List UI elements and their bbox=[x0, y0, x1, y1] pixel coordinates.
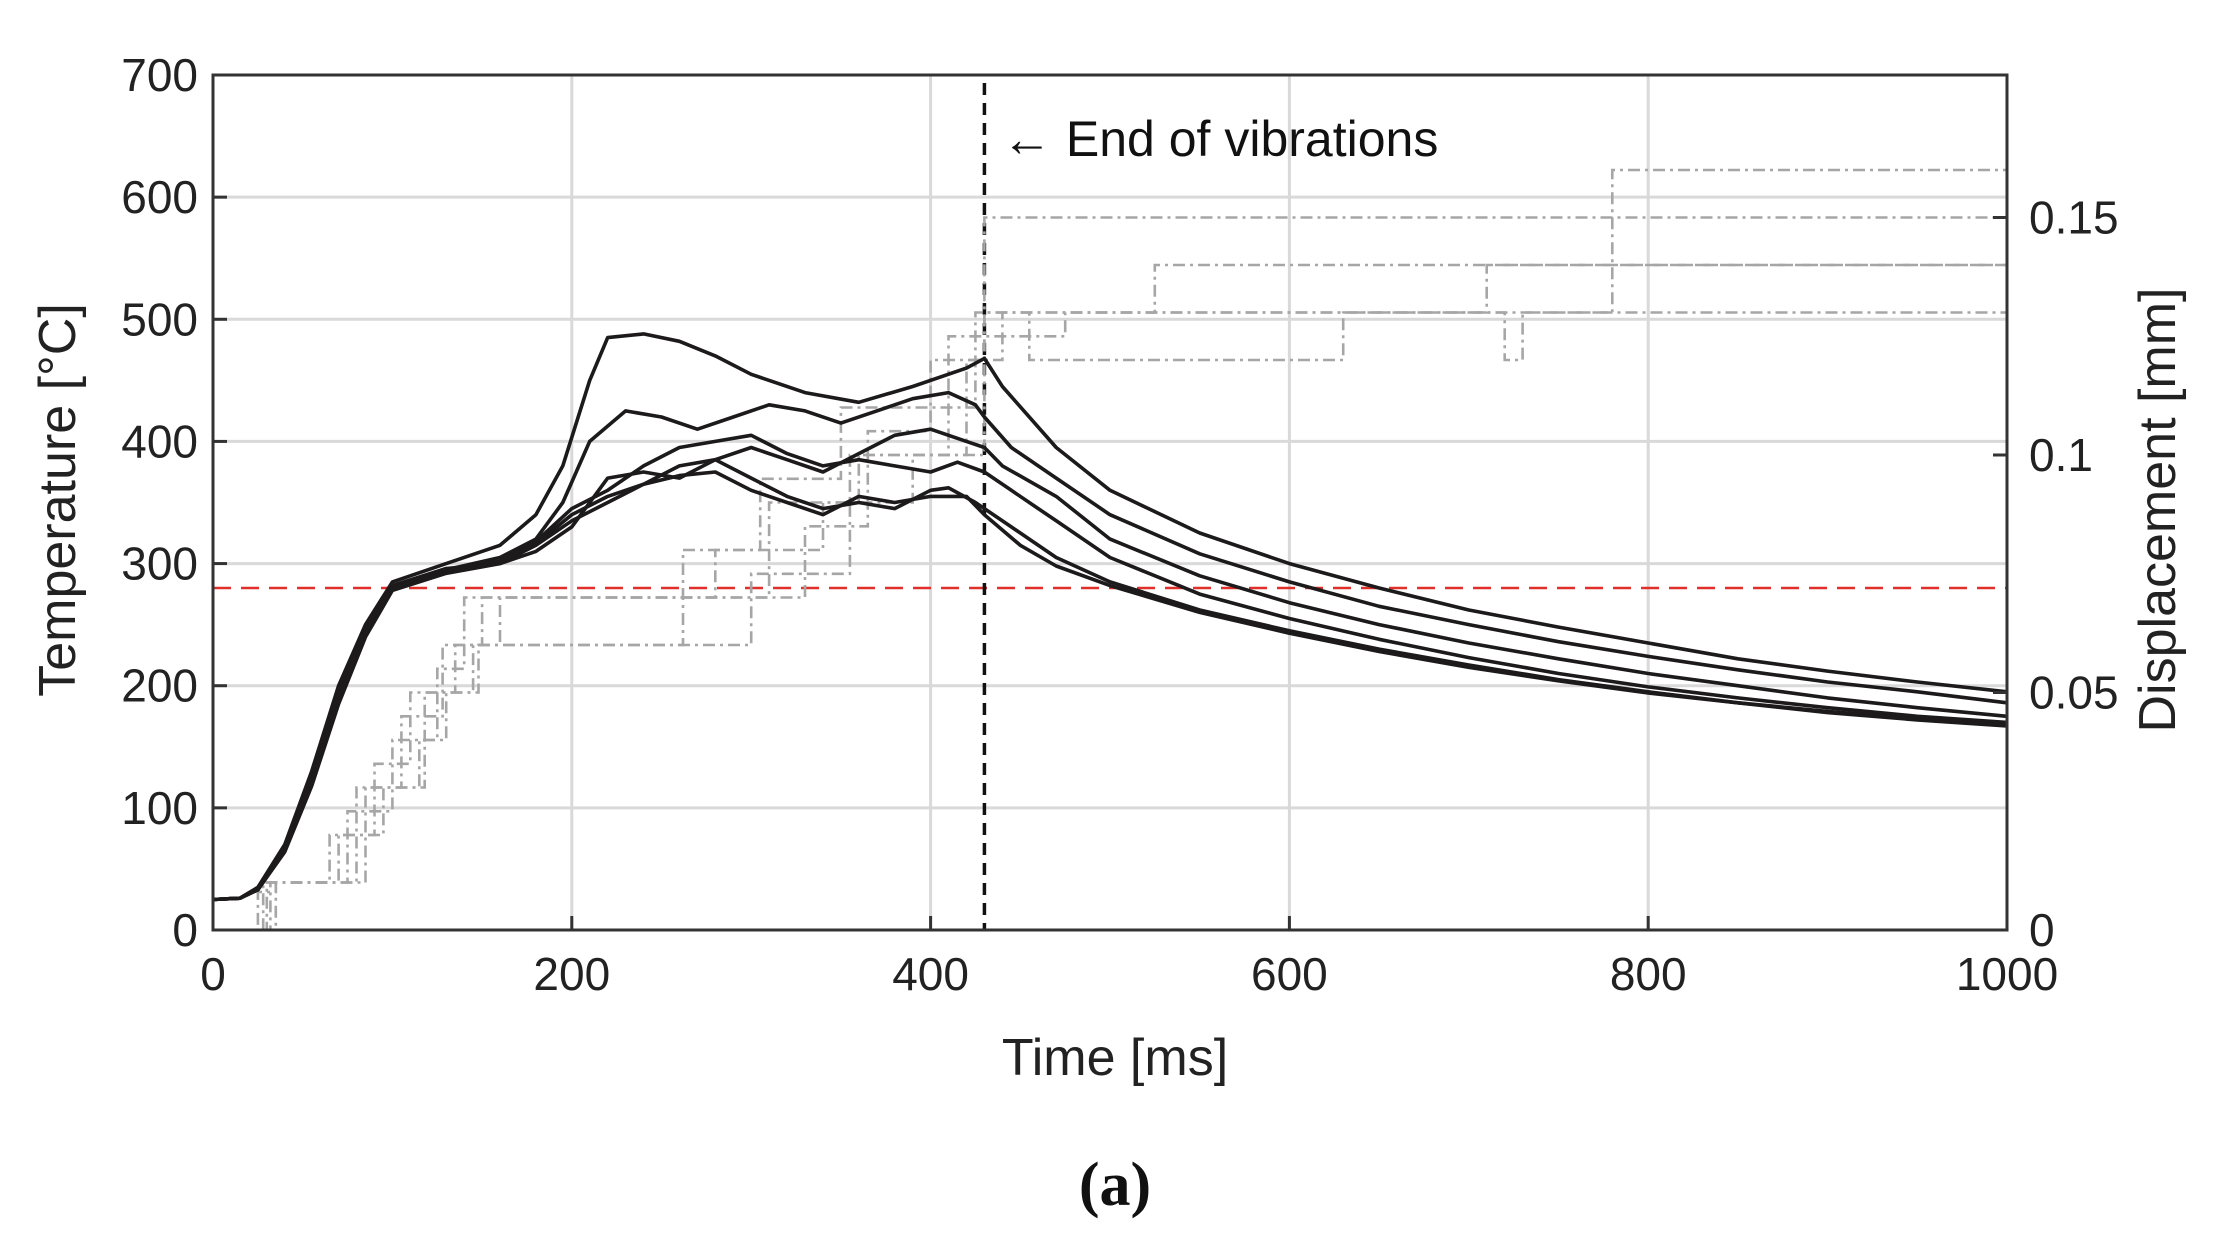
x-tick-label: 0 bbox=[200, 948, 226, 1000]
y-left-tick-label: 600 bbox=[121, 171, 198, 223]
temperature-series-group bbox=[212, 332, 2008, 902]
displacement-series-D4 bbox=[213, 263, 2007, 932]
y-right-tick-label: 0.15 bbox=[2029, 192, 2119, 244]
tick-labels: 0 200 400 600 800 100001002003004005006007000… bbox=[121, 49, 2118, 1000]
temperature-series-T5 bbox=[212, 457, 2008, 902]
temperature-series-T6 bbox=[212, 470, 2008, 902]
y-left-axis-title: Temperature [°C] bbox=[29, 303, 87, 697]
x-tick-label: 800 bbox=[1610, 948, 1687, 1000]
plot-frame bbox=[211, 73, 2009, 932]
y-left-tick-label: 100 bbox=[121, 782, 198, 834]
displacement-series-group bbox=[213, 168, 2007, 932]
y-left-tick-label: 200 bbox=[121, 660, 198, 712]
displacement-series-D3 bbox=[213, 263, 2007, 932]
y-left-tick-label: 0 bbox=[172, 904, 198, 956]
reference-lines bbox=[213, 83, 2007, 930]
y-left-tick-label: 500 bbox=[121, 293, 198, 345]
grid-lines bbox=[213, 75, 2007, 930]
x-axis-title: Time [ms] bbox=[1002, 1029, 1228, 1087]
temperature-series-T4 bbox=[212, 433, 2008, 902]
displacement-series-D5 bbox=[213, 311, 2007, 932]
y-right-tick-label: 0 bbox=[2029, 904, 2055, 956]
x-tick-label: 1000 bbox=[1956, 948, 2058, 1000]
y-right-axis-title: Displacement [mm] bbox=[2129, 288, 2187, 733]
x-tick-label: 200 bbox=[533, 948, 610, 1000]
end-of-vibrations-label: ← End of vibrations bbox=[1002, 111, 1438, 167]
y-left-tick-label: 400 bbox=[121, 415, 198, 467]
temperature-series-T3 bbox=[212, 427, 2008, 902]
y-left-tick-label: 300 bbox=[121, 538, 198, 590]
y-right-tick-label: 0.1 bbox=[2029, 429, 2093, 481]
panel-label: (a) bbox=[1079, 1151, 1151, 1219]
displacement-series-D2 bbox=[213, 216, 2007, 932]
x-tick-label: 600 bbox=[1251, 948, 1328, 1000]
axes bbox=[211, 73, 2009, 932]
y-left-tick-label: 700 bbox=[121, 49, 198, 101]
x-tick-label: 400 bbox=[892, 948, 969, 1000]
y-right-tick-label: 0.05 bbox=[2029, 667, 2119, 719]
